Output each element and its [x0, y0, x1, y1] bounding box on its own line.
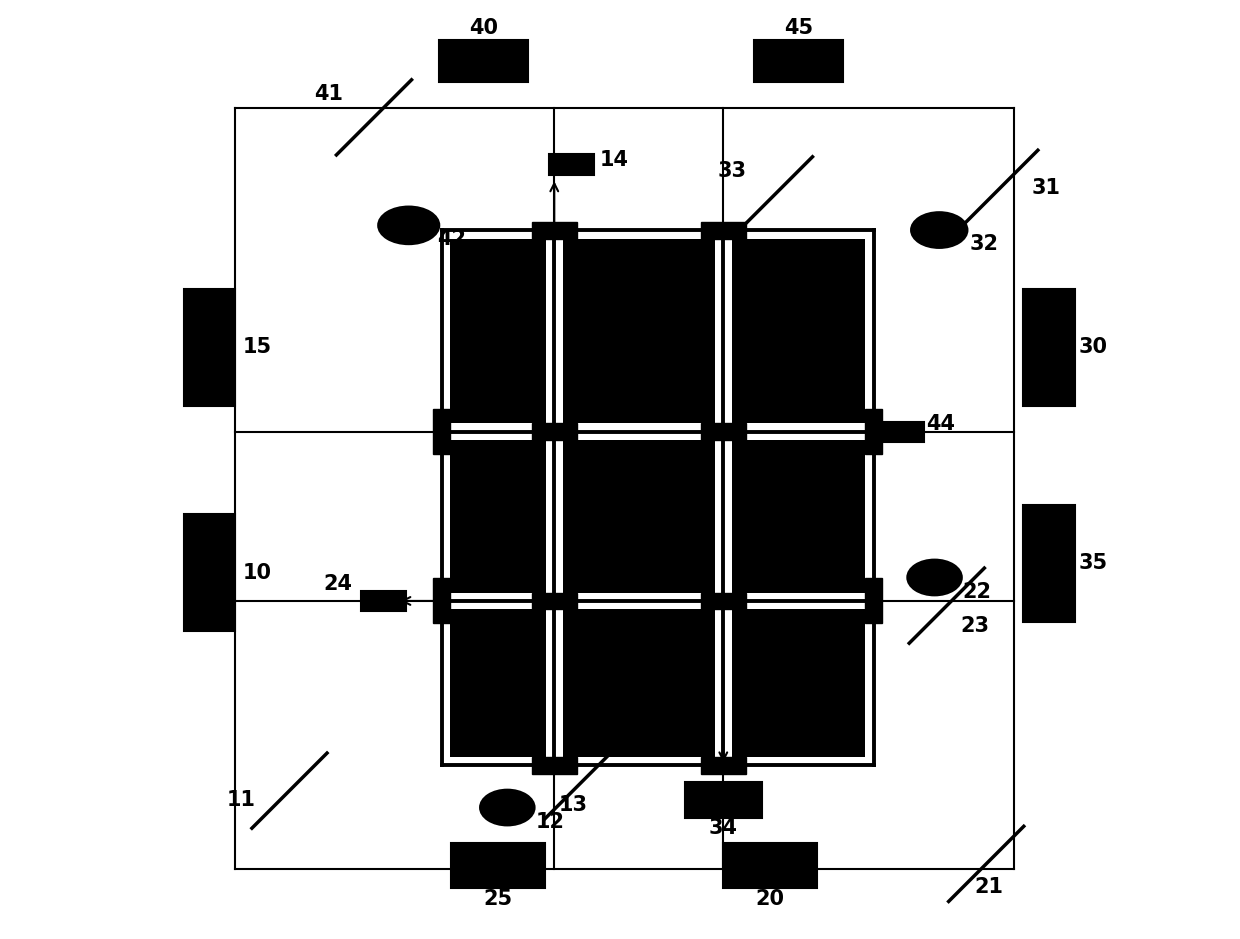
Ellipse shape	[908, 560, 962, 595]
Text: 32: 32	[970, 234, 998, 254]
Bar	[684, 782, 761, 818]
Bar	[723, 843, 817, 888]
Text: 22: 22	[962, 581, 992, 602]
Text: 14: 14	[599, 149, 629, 170]
Bar	[439, 39, 528, 82]
Text: 25: 25	[484, 888, 512, 909]
Bar	[532, 423, 577, 440]
Bar	[532, 757, 577, 774]
Bar	[184, 514, 236, 631]
Text: 42: 42	[436, 229, 466, 250]
Bar	[548, 154, 594, 175]
Text: 30: 30	[1079, 337, 1107, 358]
Text: 10: 10	[243, 562, 272, 583]
Ellipse shape	[911, 212, 967, 248]
Bar	[450, 440, 546, 593]
Bar	[879, 422, 924, 442]
Bar	[433, 578, 450, 623]
Bar	[732, 609, 866, 757]
Bar	[450, 609, 546, 757]
Text: 34: 34	[709, 818, 738, 839]
Bar	[450, 239, 546, 423]
Bar	[451, 843, 544, 888]
Text: 45: 45	[784, 18, 813, 38]
Bar	[732, 440, 866, 593]
Text: 12: 12	[536, 811, 564, 832]
Text: 13: 13	[558, 794, 588, 815]
Ellipse shape	[378, 207, 439, 244]
Ellipse shape	[480, 790, 534, 825]
Bar	[563, 440, 714, 593]
Text: 44: 44	[926, 414, 955, 435]
Text: 40: 40	[470, 18, 498, 38]
Bar	[361, 591, 405, 611]
Text: 23: 23	[960, 616, 990, 637]
Bar	[754, 39, 843, 82]
Bar	[866, 409, 882, 454]
Bar	[433, 409, 450, 454]
Text: 15: 15	[243, 337, 272, 358]
Text: 35: 35	[1079, 553, 1107, 574]
Text: 11: 11	[227, 790, 255, 810]
Text: 31: 31	[1032, 177, 1060, 198]
Bar	[563, 609, 714, 757]
Bar	[701, 593, 745, 609]
Bar	[701, 757, 745, 774]
Bar	[866, 578, 882, 623]
Bar	[1023, 504, 1075, 622]
Bar	[184, 288, 236, 406]
Text: 21: 21	[975, 877, 1003, 898]
Text: 41: 41	[314, 84, 343, 104]
Text: 33: 33	[718, 161, 746, 181]
Bar	[563, 239, 714, 423]
Bar	[532, 593, 577, 609]
Text: 20: 20	[755, 888, 785, 909]
Bar	[1023, 288, 1075, 406]
Bar	[532, 222, 577, 239]
Text: 24: 24	[324, 574, 352, 594]
Bar	[701, 222, 745, 239]
Bar	[701, 423, 745, 440]
Bar	[732, 239, 866, 423]
